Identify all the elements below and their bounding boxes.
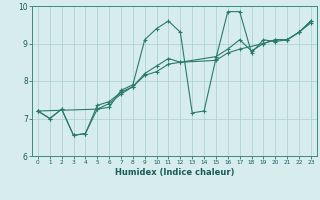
X-axis label: Humidex (Indice chaleur): Humidex (Indice chaleur) (115, 168, 234, 177)
